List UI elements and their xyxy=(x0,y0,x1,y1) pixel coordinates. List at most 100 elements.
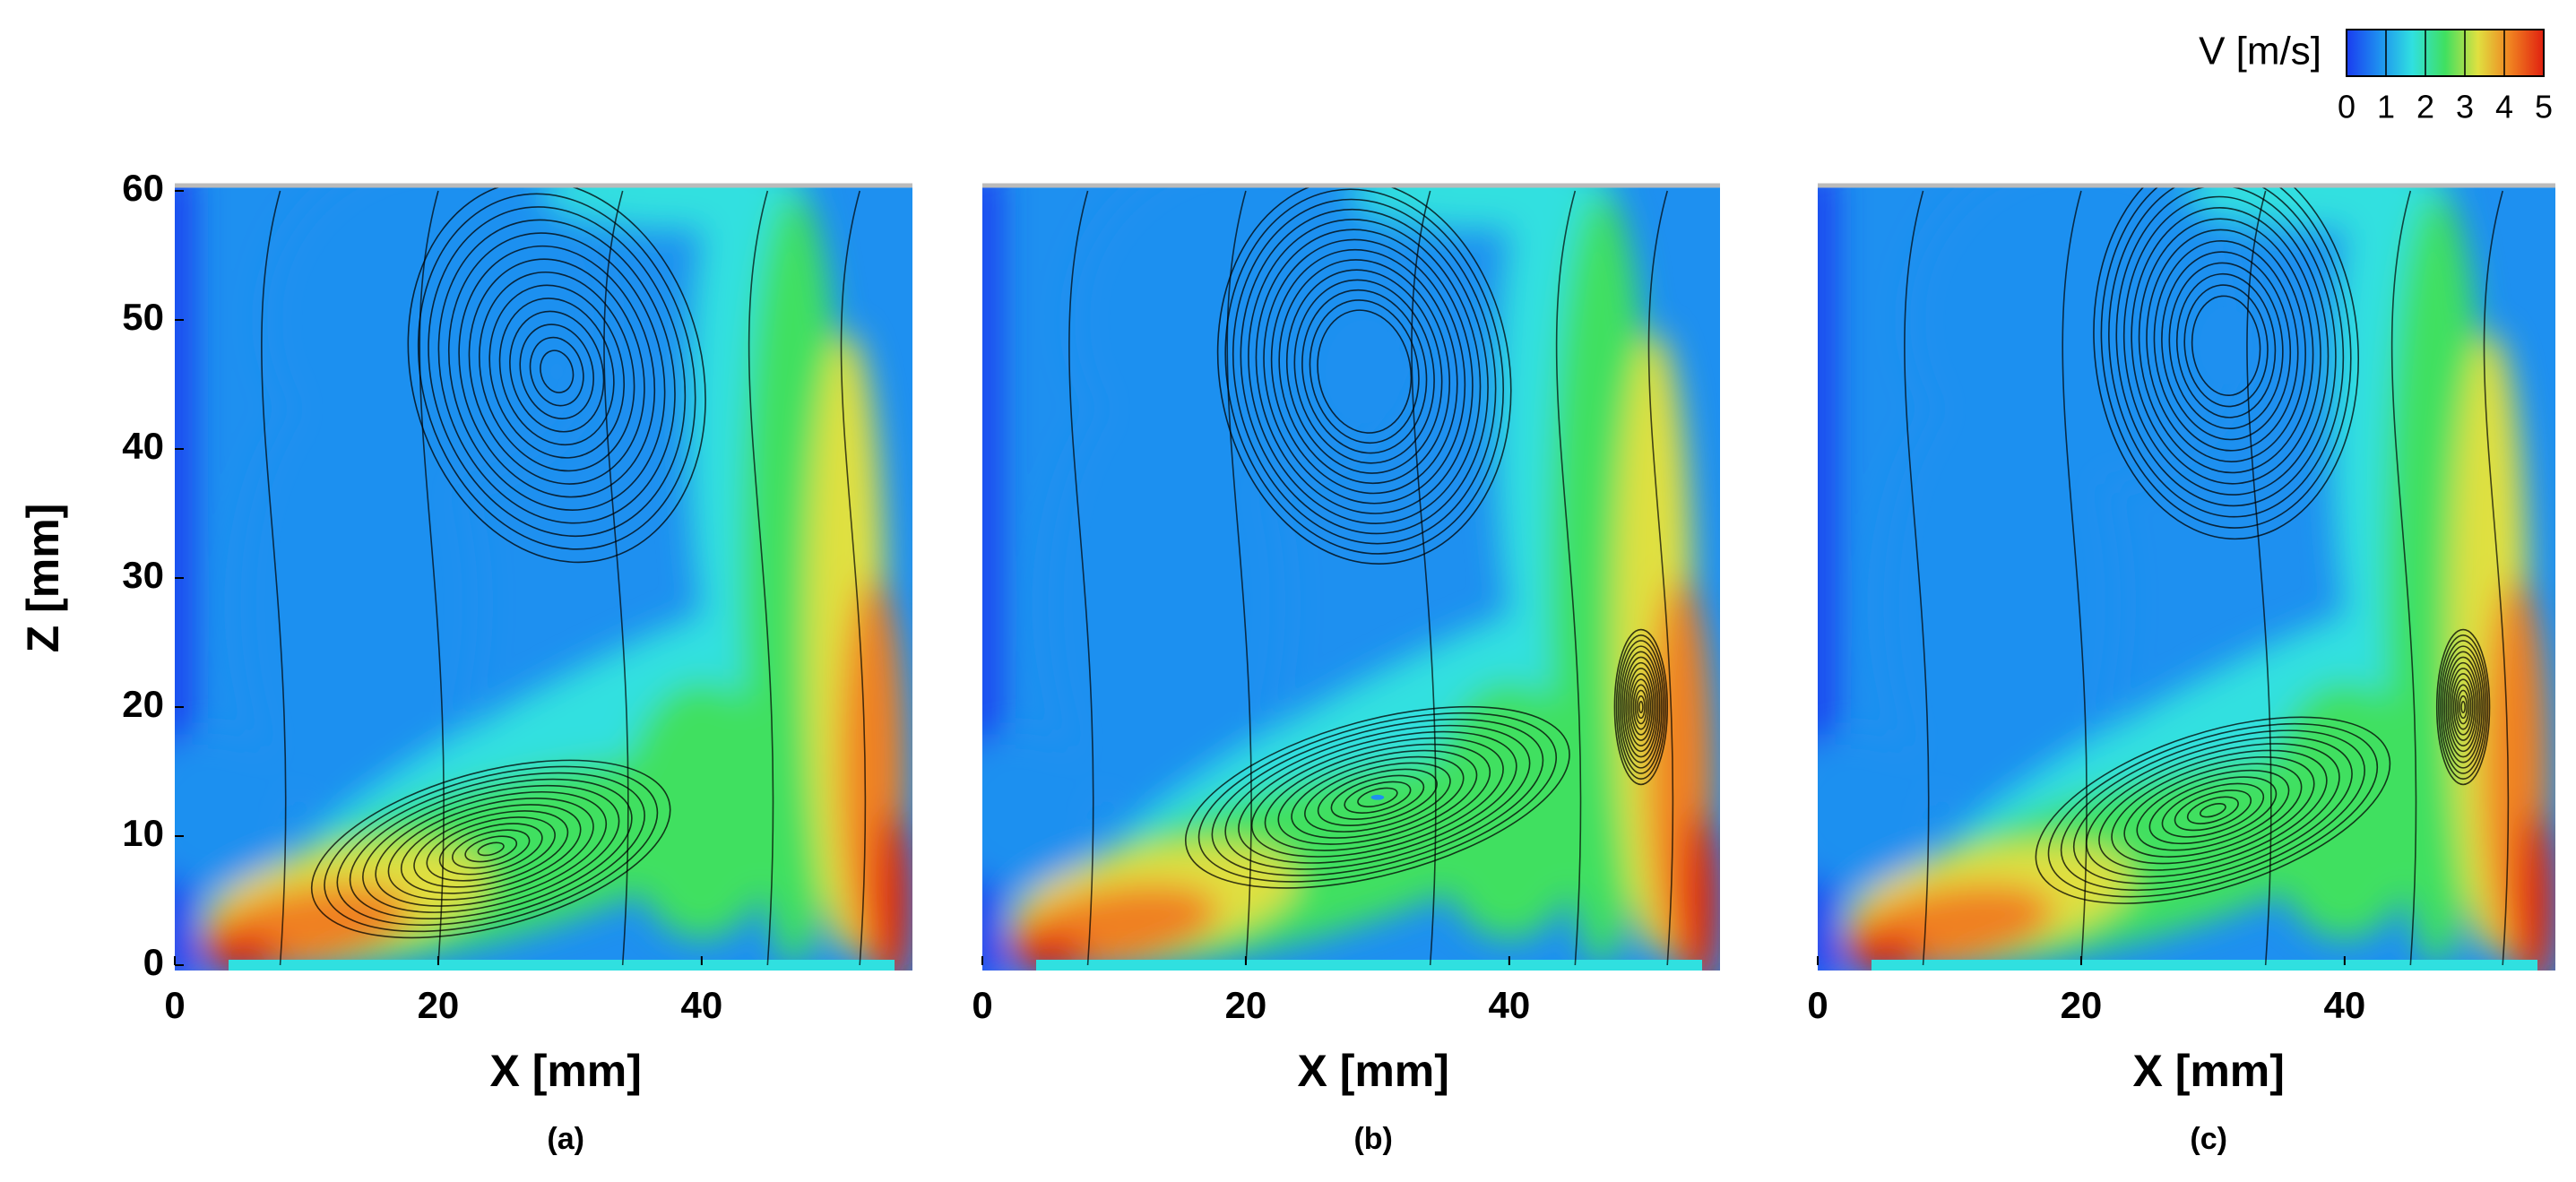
caption: (c) xyxy=(2190,1122,2227,1156)
streamline xyxy=(2136,769,2290,851)
x-tick-label: 20 xyxy=(2061,984,2103,1026)
streamline xyxy=(1309,299,1420,444)
field-blob xyxy=(175,732,294,888)
streamline xyxy=(2111,756,2315,865)
field xyxy=(175,185,912,971)
streamline xyxy=(1357,787,1398,807)
streamline xyxy=(603,190,629,966)
streamline xyxy=(519,324,594,419)
streamline xyxy=(362,784,620,913)
streamline xyxy=(1238,730,1517,864)
field-blob xyxy=(1048,371,1286,836)
streamline xyxy=(336,772,645,927)
streamline xyxy=(464,835,518,863)
y-tick-label: 20 xyxy=(122,683,164,725)
field-blob xyxy=(1818,732,1937,888)
vortex-core xyxy=(1326,320,1404,424)
vortex-core xyxy=(550,363,563,380)
x-tick-label: 0 xyxy=(1807,984,1828,1026)
streamline xyxy=(447,232,666,511)
streamline xyxy=(2122,195,2330,496)
y-tick-label: 60 xyxy=(122,167,164,209)
streamline xyxy=(1224,188,1504,555)
streamline xyxy=(2435,628,2491,786)
streamline xyxy=(2454,684,2472,730)
field-blob xyxy=(2515,810,2555,971)
streamline xyxy=(2072,736,2353,884)
streamline xyxy=(1197,712,1558,883)
streamline xyxy=(748,190,774,966)
streamline xyxy=(1270,248,1458,495)
streamline xyxy=(488,284,626,459)
streamline xyxy=(2153,239,2299,452)
streamline xyxy=(458,245,656,498)
streamline xyxy=(349,778,633,919)
streamline xyxy=(426,816,556,882)
streamline xyxy=(509,310,605,433)
streamline xyxy=(1232,198,1497,545)
streamline xyxy=(2449,667,2477,746)
y-tick-label: 0 xyxy=(143,941,164,983)
field-blobs xyxy=(1818,185,2555,971)
streamline xyxy=(1627,667,1655,746)
streamline xyxy=(1184,705,1570,889)
streamline xyxy=(1278,259,1451,485)
colorbar-tick-label: 1 xyxy=(2377,89,2395,125)
x-tick-label: 0 xyxy=(972,984,992,1026)
streamline xyxy=(2098,749,2328,871)
x-axis-label: X [mm] xyxy=(1297,1046,1448,1096)
streamline xyxy=(2062,190,2088,966)
streamline xyxy=(1625,661,1657,753)
field-blob xyxy=(872,810,912,971)
streamline xyxy=(1617,640,1664,774)
streamline xyxy=(2148,776,2278,845)
streamline xyxy=(310,759,671,939)
streamline xyxy=(1344,781,1412,814)
field-blobs xyxy=(175,185,912,971)
streamline xyxy=(2246,190,2272,966)
colorbar-tick-label: 3 xyxy=(2456,89,2474,125)
y-tick-label: 40 xyxy=(122,425,164,467)
streamline xyxy=(2131,207,2321,485)
colorbar-title: V [m/s] xyxy=(2199,30,2321,73)
streamline xyxy=(2457,689,2470,725)
bottom-strip xyxy=(1036,960,1702,971)
streamline xyxy=(2146,229,2306,462)
streamline xyxy=(2390,190,2417,966)
streamline xyxy=(2183,284,2269,408)
streamline xyxy=(2445,656,2481,758)
streamline xyxy=(387,798,594,901)
streamline xyxy=(2161,251,2292,441)
x-tick-label: 40 xyxy=(1488,984,1530,1026)
streamline xyxy=(1317,309,1413,434)
colorbar-tick-label: 5 xyxy=(2535,89,2553,125)
y-tick-label: 10 xyxy=(122,812,164,854)
streamline xyxy=(1216,185,1512,565)
streamline xyxy=(529,336,584,407)
bottom-strip xyxy=(1871,960,2537,971)
streamline xyxy=(1304,762,1451,833)
field xyxy=(1818,185,2555,971)
x-tick-label: 0 xyxy=(164,984,185,1026)
streamline xyxy=(2123,763,2303,858)
streamline xyxy=(1555,190,1582,966)
streamline xyxy=(2443,651,2483,764)
streamline xyxy=(468,258,645,485)
streamline xyxy=(2168,262,2284,429)
streamline xyxy=(1629,673,1654,741)
streamline xyxy=(419,190,445,966)
streamline xyxy=(2186,796,2239,824)
streamline xyxy=(2100,185,2352,529)
streamline xyxy=(2199,802,2226,818)
streamline xyxy=(2459,695,2468,720)
x-axis-label: X [mm] xyxy=(2132,1046,2284,1096)
streamline xyxy=(1211,718,1544,876)
streamline xyxy=(1647,190,1674,966)
vortex-core xyxy=(2200,306,2252,384)
streamline xyxy=(479,271,635,472)
streamline xyxy=(2161,782,2265,838)
streamline xyxy=(2191,295,2261,397)
streamline xyxy=(2060,729,2365,892)
streamline xyxy=(2460,701,2467,713)
